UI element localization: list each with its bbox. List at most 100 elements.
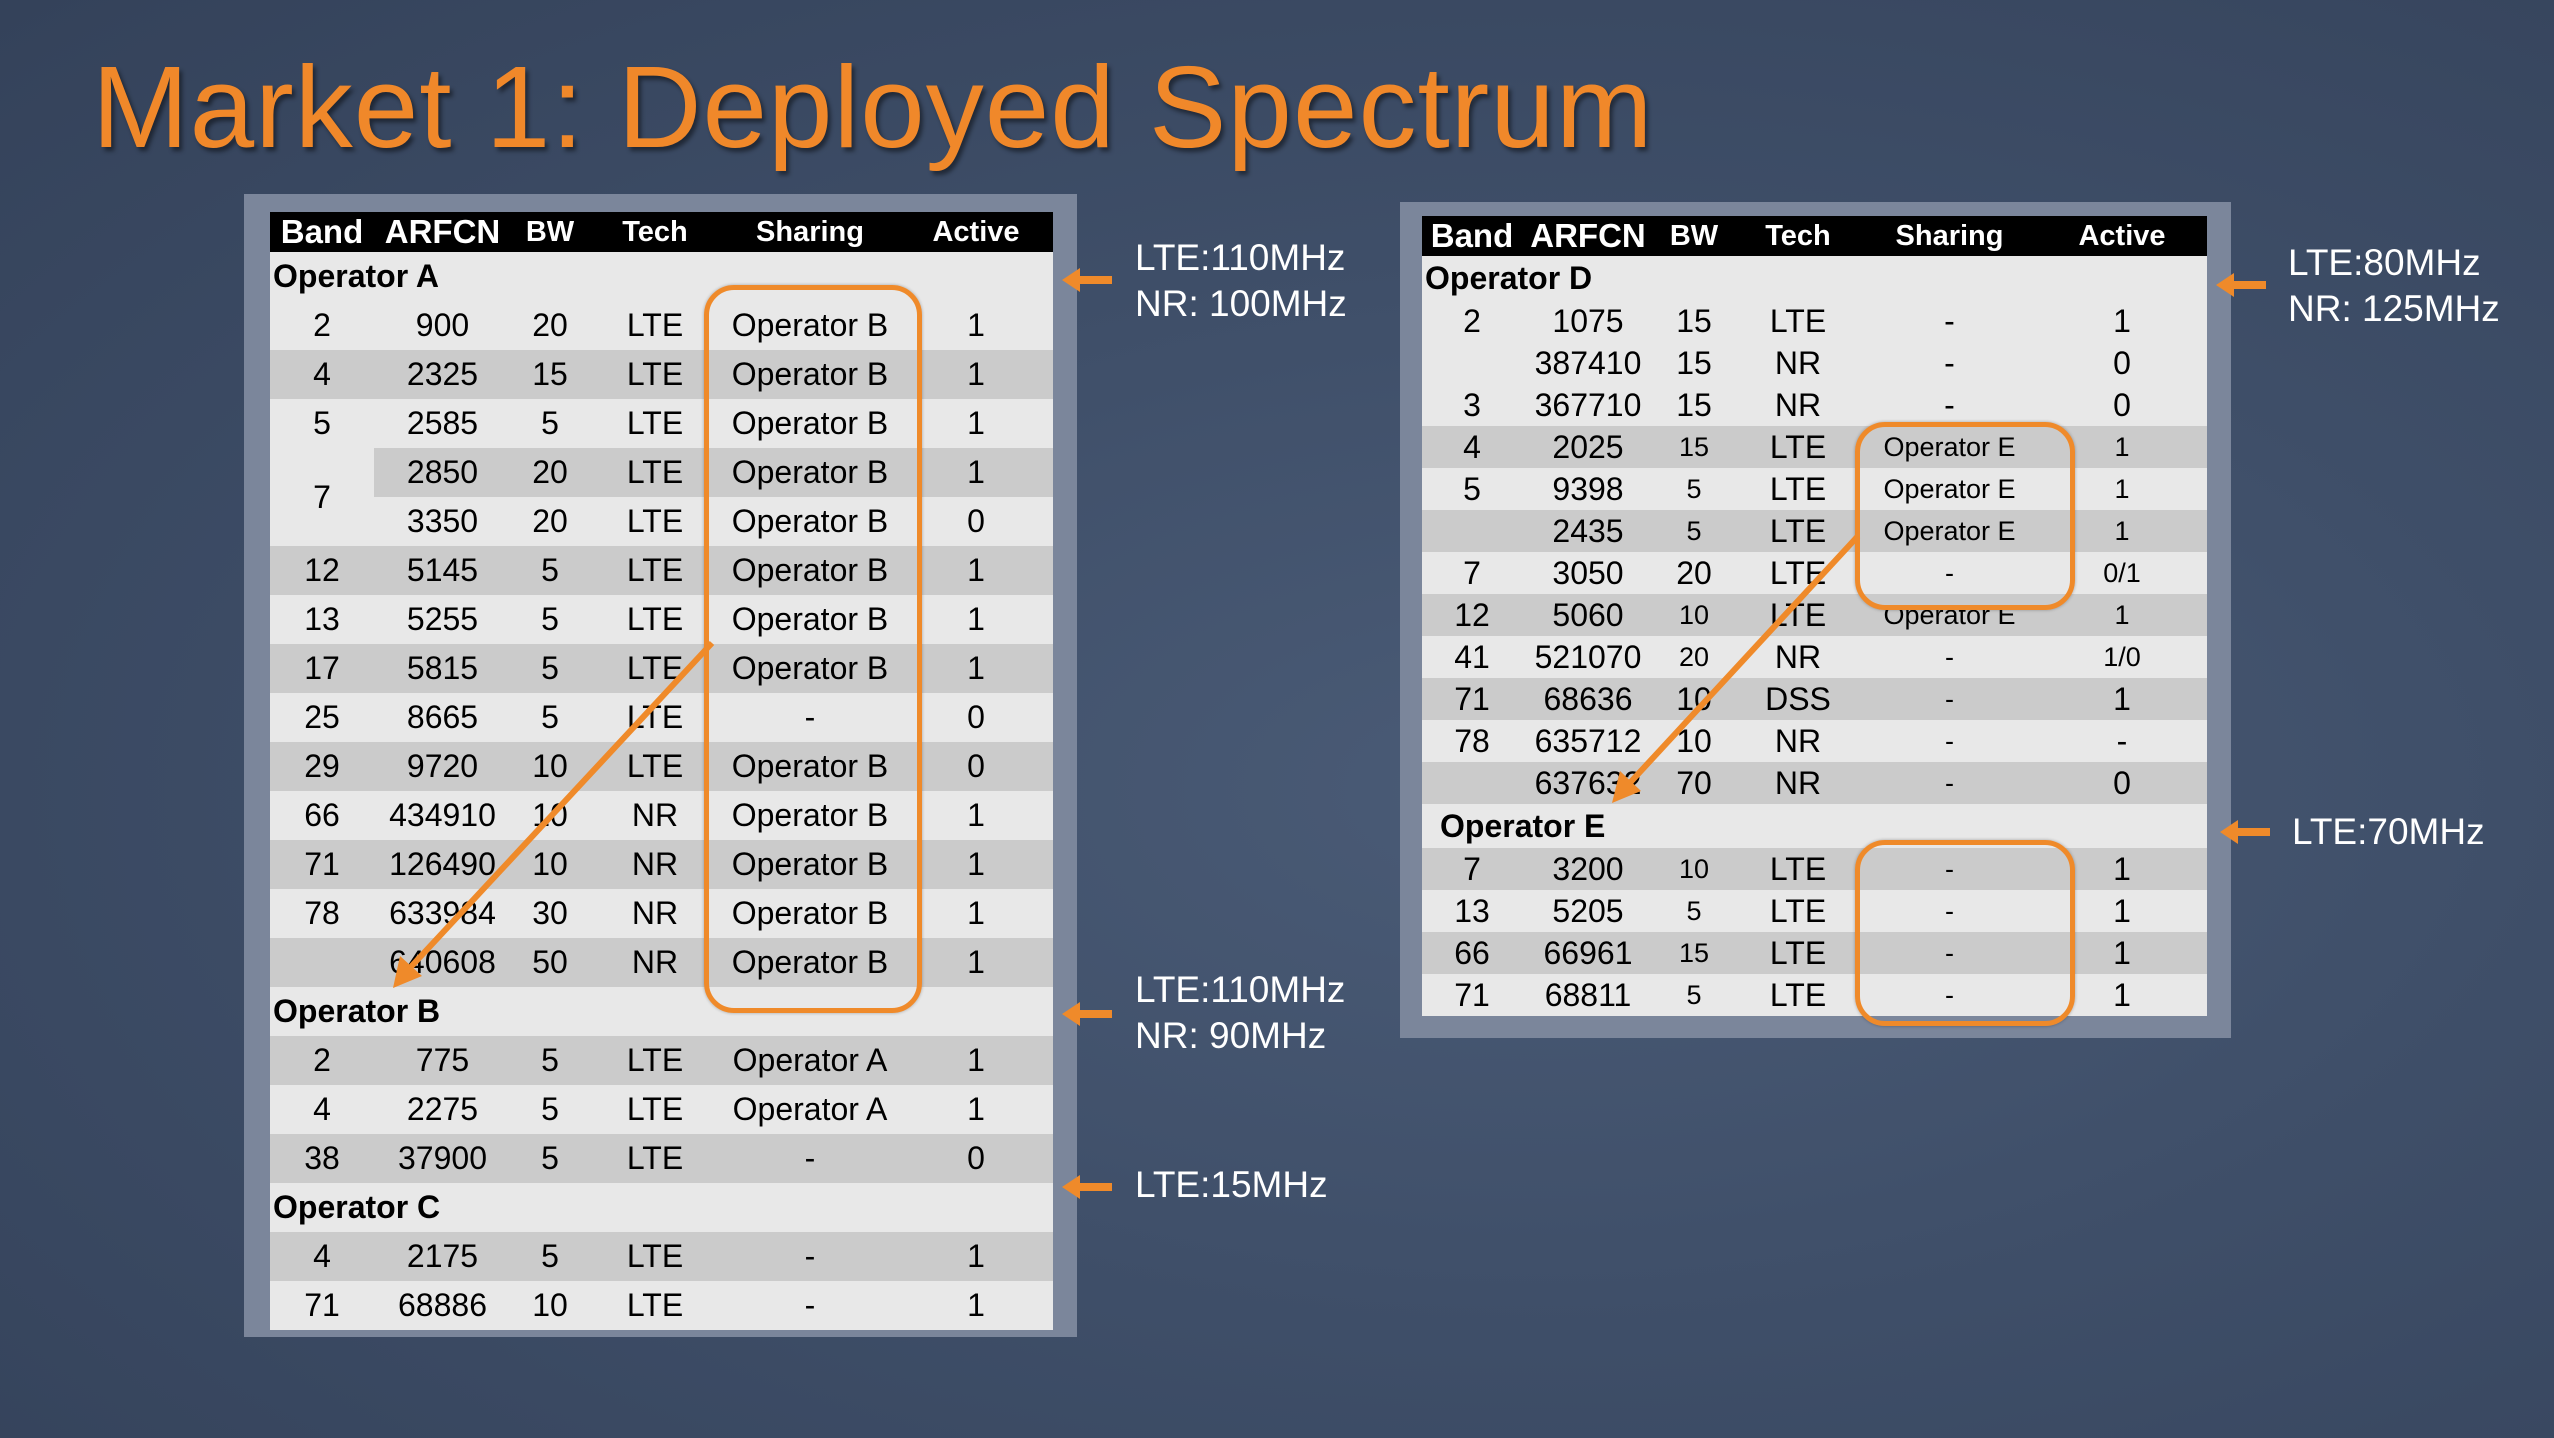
cell-band: 78 bbox=[270, 889, 374, 938]
table-row: 78 635712 10 NR - - bbox=[1422, 720, 2207, 762]
table-header-row: Band ARFCN BW Tech Sharing Active bbox=[270, 212, 1053, 252]
header-sharing: Sharing bbox=[721, 212, 899, 252]
cell-tech: LTE bbox=[589, 742, 721, 791]
cell-tech: LTE bbox=[1734, 974, 1862, 1016]
table-row: 38 37900 5 LTE -0 bbox=[270, 1134, 1053, 1183]
cell-active: 1 bbox=[2037, 426, 2207, 468]
note-line: LTE:110MHz bbox=[1135, 969, 1346, 1010]
cell-bw: 5 bbox=[511, 1036, 589, 1085]
cell-tech: NR bbox=[1734, 762, 1862, 804]
operator-c-heading-row: Operator C bbox=[270, 1183, 1053, 1232]
cell-band: 7 bbox=[270, 448, 374, 546]
cell-bw: 5 bbox=[511, 1134, 589, 1183]
cell-active: 1 bbox=[899, 1036, 1053, 1085]
cell-tech: LTE bbox=[589, 1085, 721, 1134]
cell-band: 13 bbox=[1422, 890, 1522, 932]
cell-band: 71 bbox=[270, 1281, 374, 1330]
cell-band: 29 bbox=[270, 742, 374, 791]
cell-active: 1 bbox=[2037, 468, 2207, 510]
cell-bw: 5 bbox=[511, 399, 589, 448]
cell-arfcn: 9398 bbox=[1522, 468, 1654, 510]
cell-sharing: Operator B bbox=[721, 644, 899, 693]
cell-band bbox=[270, 938, 374, 987]
cell-active: - bbox=[2037, 720, 2207, 762]
cell-band bbox=[1422, 762, 1522, 804]
cell-active: 1/0 bbox=[2037, 636, 2207, 678]
cell-band: 3 bbox=[1422, 384, 1522, 426]
cell-sharing: - bbox=[1862, 932, 2037, 974]
cell-tech: LTE bbox=[589, 644, 721, 693]
cell-active: 1 bbox=[899, 350, 1053, 399]
table-row: 66 66961 15 LTE -1 bbox=[1422, 932, 2207, 974]
cell-active: 1 bbox=[2037, 300, 2207, 342]
header-tech: Tech bbox=[589, 212, 721, 252]
cell-band: 2 bbox=[270, 1036, 374, 1085]
cell-active: 1 bbox=[899, 889, 1053, 938]
cell-arfcn: 635712 bbox=[1522, 720, 1654, 762]
header-active: Active bbox=[2037, 216, 2207, 256]
cell-active: 1 bbox=[899, 1085, 1053, 1134]
cell-bw: 15 bbox=[1654, 932, 1734, 974]
cell-active: 1 bbox=[899, 644, 1053, 693]
cell-arfcn: 434910 bbox=[374, 791, 511, 840]
cell-arfcn: 387410 bbox=[1522, 342, 1654, 384]
cell-active: 0 bbox=[2037, 762, 2207, 804]
cell-bw: 10 bbox=[511, 1281, 589, 1330]
table-row: 71 68636 10 DSS -1 bbox=[1422, 678, 2207, 720]
header-band: Band bbox=[1422, 216, 1522, 256]
cell-tech: LTE bbox=[1734, 510, 1862, 552]
cell-arfcn: 5145 bbox=[374, 546, 511, 595]
operator-c-capacity-note: LTE:15MHz bbox=[1135, 1162, 1328, 1208]
cell-arfcn: 1075 bbox=[1522, 300, 1654, 342]
cell-band: 4 bbox=[270, 1232, 374, 1281]
cell-active: 0 bbox=[899, 742, 1053, 791]
cell-band: 12 bbox=[270, 546, 374, 595]
cell-tech: LTE bbox=[589, 399, 721, 448]
cell-active: 1 bbox=[899, 1232, 1053, 1281]
header-band: Band bbox=[270, 212, 374, 252]
table-row: 7 3200 10 LTE -1 bbox=[1422, 848, 2207, 890]
cell-tech: LTE bbox=[589, 595, 721, 644]
cell-tech: LTE bbox=[589, 1281, 721, 1330]
cell-tech: NR bbox=[1734, 384, 1862, 426]
cell-sharing: Operator E bbox=[1862, 594, 2037, 636]
cell-bw: 15 bbox=[1654, 384, 1734, 426]
cell-sharing: Operator A bbox=[721, 1036, 899, 1085]
cell-arfcn: 775 bbox=[374, 1036, 511, 1085]
cell-bw: 5 bbox=[1654, 890, 1734, 932]
cell-band: 2 bbox=[1422, 300, 1522, 342]
cell-bw: 5 bbox=[511, 693, 589, 742]
cell-arfcn: 5815 bbox=[374, 644, 511, 693]
cell-bw: 10 bbox=[1654, 720, 1734, 762]
cell-active: 0 bbox=[2037, 342, 2207, 384]
cell-bw: 5 bbox=[511, 644, 589, 693]
cell-arfcn: 2325 bbox=[374, 350, 511, 399]
operator-d-capacity-note: LTE:80MHz NR: 125MHz bbox=[2288, 240, 2500, 332]
table-row: 637632 70 NR -0 bbox=[1422, 762, 2207, 804]
cell-arfcn: 2850 bbox=[374, 448, 511, 497]
cell-arfcn: 2025 bbox=[1522, 426, 1654, 468]
cell-arfcn: 633984 bbox=[374, 889, 511, 938]
cell-sharing: Operator B bbox=[721, 742, 899, 791]
operator-e-capacity-note: LTE:70MHz bbox=[2292, 809, 2485, 855]
cell-arfcn: 2435 bbox=[1522, 510, 1654, 552]
cell-tech: LTE bbox=[589, 1036, 721, 1085]
cell-arfcn: 37900 bbox=[374, 1134, 511, 1183]
cell-arfcn: 5060 bbox=[1522, 594, 1654, 636]
cell-arfcn: 126490 bbox=[374, 840, 511, 889]
cell-tech: LTE bbox=[1734, 468, 1862, 510]
table-row: 71 68886 10 LTE -1 bbox=[270, 1281, 1053, 1330]
cell-arfcn: 68636 bbox=[1522, 678, 1654, 720]
header-active: Active bbox=[899, 212, 1053, 252]
cell-bw: 70 bbox=[1654, 762, 1734, 804]
cell-band: 13 bbox=[270, 595, 374, 644]
cell-band: 17 bbox=[270, 644, 374, 693]
table-row: 387410 15 NR -0 bbox=[1422, 342, 2207, 384]
cell-sharing: Operator B bbox=[721, 301, 899, 350]
cell-sharing: - bbox=[1862, 552, 2037, 594]
cell-bw: 10 bbox=[511, 791, 589, 840]
